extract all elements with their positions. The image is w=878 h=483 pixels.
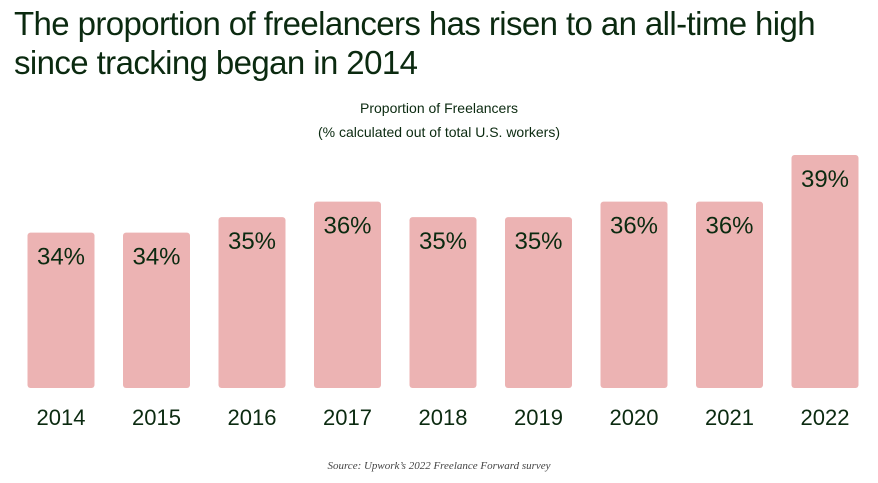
source-note: Source: Upwork’s 2022 Freelance Forward …	[327, 460, 551, 472]
x-tick-label-2017: 2017	[323, 405, 372, 430]
bar-2017	[314, 201, 381, 388]
bar-2018	[409, 217, 477, 388]
data-label-2015: 34%	[132, 244, 180, 271]
data-label-2019: 35%	[514, 228, 562, 255]
bar-2014	[27, 232, 95, 388]
data-label-2014: 34%	[37, 244, 85, 271]
x-tick-label-2014: 2014	[37, 405, 86, 430]
x-tick-label-2018: 2018	[419, 405, 468, 430]
x-tick-label-2021: 2021	[705, 405, 754, 430]
bar-2016	[218, 217, 286, 388]
bar-2019	[505, 217, 572, 388]
data-label-2017: 36%	[323, 213, 371, 240]
bar-2020	[600, 201, 668, 388]
chart-title: Proportion of Freelancers	[360, 100, 518, 116]
chart-headline: The proportion of freelancers has risen …	[14, 5, 816, 81]
x-tick-label-2022: 2022	[801, 405, 850, 430]
data-label-2018: 35%	[419, 228, 467, 255]
chart-subtitle: (% calculated out of total U.S. workers)	[318, 124, 560, 140]
x-tick-label-2019: 2019	[514, 405, 563, 430]
data-label-2022: 39%	[801, 166, 849, 193]
bar-2021	[696, 201, 763, 388]
data-label-2021: 36%	[705, 213, 753, 240]
bar-chart: 34% 2014 34% 2015 35% 2016 36% 2017 35% 2018 35% 20…	[27, 155, 859, 430]
data-label-2020: 36%	[610, 213, 658, 240]
x-tick-label-2020: 2020	[610, 405, 659, 430]
data-label-2016: 35%	[228, 228, 276, 255]
bar-2015	[123, 232, 190, 388]
x-tick-label-2015: 2015	[132, 405, 181, 430]
x-tick-label-2016: 2016	[228, 405, 277, 430]
bar-2022	[791, 155, 859, 388]
